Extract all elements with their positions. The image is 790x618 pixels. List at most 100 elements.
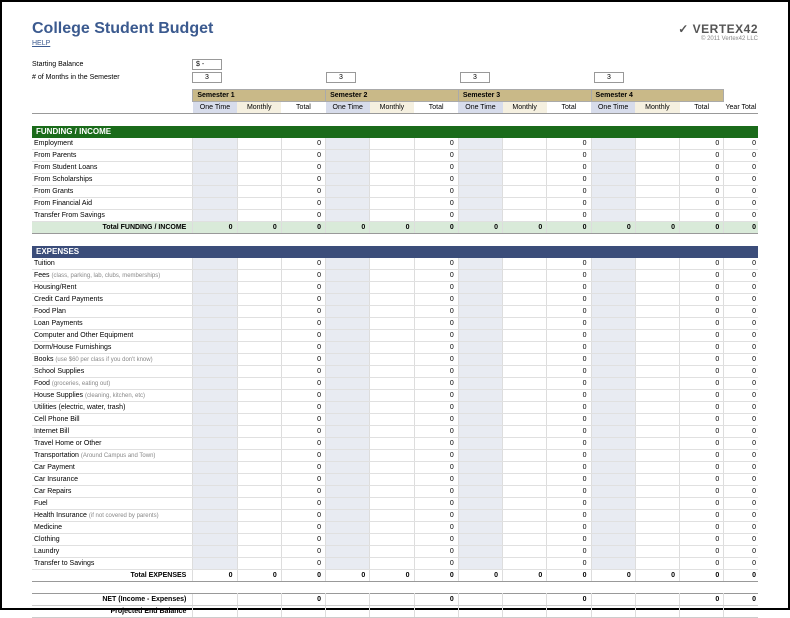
onetime-cell[interactable] xyxy=(193,438,237,450)
monthly-cell[interactable] xyxy=(503,342,547,354)
onetime-cell[interactable] xyxy=(458,138,502,150)
onetime-cell[interactable] xyxy=(193,498,237,510)
onetime-cell[interactable] xyxy=(458,210,502,222)
monthly-cell[interactable] xyxy=(370,366,414,378)
monthly-cell[interactable] xyxy=(370,474,414,486)
onetime-cell[interactable] xyxy=(458,510,502,522)
monthly-cell[interactable] xyxy=(370,498,414,510)
monthly-cell[interactable] xyxy=(370,258,414,270)
starting-balance-input[interactable]: $ - xyxy=(192,59,222,70)
onetime-cell[interactable] xyxy=(193,330,237,342)
onetime-cell[interactable] xyxy=(591,378,635,390)
monthly-cell[interactable] xyxy=(635,522,679,534)
monthly-cell[interactable] xyxy=(503,414,547,426)
monthly-cell[interactable] xyxy=(237,402,281,414)
monthly-cell[interactable] xyxy=(237,486,281,498)
onetime-cell[interactable] xyxy=(458,342,502,354)
onetime-cell[interactable] xyxy=(193,258,237,270)
monthly-cell[interactable] xyxy=(635,174,679,186)
monthly-cell[interactable] xyxy=(237,390,281,402)
onetime-cell[interactable] xyxy=(326,186,370,198)
onetime-cell[interactable] xyxy=(591,270,635,282)
months-input-1[interactable]: 3 xyxy=(192,72,222,83)
onetime-cell[interactable] xyxy=(326,138,370,150)
monthly-cell[interactable] xyxy=(635,330,679,342)
onetime-cell[interactable] xyxy=(591,282,635,294)
monthly-cell[interactable] xyxy=(237,198,281,210)
monthly-cell[interactable] xyxy=(237,210,281,222)
monthly-cell[interactable] xyxy=(503,294,547,306)
monthly-cell[interactable] xyxy=(370,270,414,282)
monthly-cell[interactable] xyxy=(237,498,281,510)
monthly-cell[interactable] xyxy=(237,174,281,186)
monthly-cell[interactable] xyxy=(635,258,679,270)
onetime-cell[interactable] xyxy=(326,390,370,402)
months-input-4[interactable]: 3 xyxy=(594,72,624,83)
monthly-cell[interactable] xyxy=(237,330,281,342)
onetime-cell[interactable] xyxy=(193,294,237,306)
months-input-3[interactable]: 3 xyxy=(460,72,490,83)
onetime-cell[interactable] xyxy=(591,162,635,174)
onetime-cell[interactable] xyxy=(326,462,370,474)
monthly-cell[interactable] xyxy=(635,378,679,390)
monthly-cell[interactable] xyxy=(635,306,679,318)
monthly-cell[interactable] xyxy=(370,294,414,306)
onetime-cell[interactable] xyxy=(591,330,635,342)
onetime-cell[interactable] xyxy=(326,522,370,534)
onetime-cell[interactable] xyxy=(591,366,635,378)
monthly-cell[interactable] xyxy=(370,342,414,354)
onetime-cell[interactable] xyxy=(458,498,502,510)
onetime-cell[interactable] xyxy=(193,426,237,438)
onetime-cell[interactable] xyxy=(326,198,370,210)
monthly-cell[interactable] xyxy=(635,438,679,450)
monthly-cell[interactable] xyxy=(237,150,281,162)
monthly-cell[interactable] xyxy=(370,546,414,558)
onetime-cell[interactable] xyxy=(193,138,237,150)
monthly-cell[interactable] xyxy=(370,450,414,462)
onetime-cell[interactable] xyxy=(458,414,502,426)
monthly-cell[interactable] xyxy=(370,558,414,570)
onetime-cell[interactable] xyxy=(591,306,635,318)
onetime-cell[interactable] xyxy=(591,474,635,486)
monthly-cell[interactable] xyxy=(237,474,281,486)
onetime-cell[interactable] xyxy=(326,162,370,174)
help-link[interactable]: HELP xyxy=(32,40,758,47)
onetime-cell[interactable] xyxy=(193,414,237,426)
onetime-cell[interactable] xyxy=(193,186,237,198)
monthly-cell[interactable] xyxy=(635,486,679,498)
onetime-cell[interactable] xyxy=(458,558,502,570)
onetime-cell[interactable] xyxy=(458,330,502,342)
monthly-cell[interactable] xyxy=(503,378,547,390)
months-input-2[interactable]: 3 xyxy=(326,72,356,83)
onetime-cell[interactable] xyxy=(326,486,370,498)
onetime-cell[interactable] xyxy=(193,510,237,522)
monthly-cell[interactable] xyxy=(237,534,281,546)
monthly-cell[interactable] xyxy=(503,210,547,222)
monthly-cell[interactable] xyxy=(370,354,414,366)
onetime-cell[interactable] xyxy=(193,474,237,486)
monthly-cell[interactable] xyxy=(503,558,547,570)
onetime-cell[interactable] xyxy=(458,318,502,330)
monthly-cell[interactable] xyxy=(237,270,281,282)
monthly-cell[interactable] xyxy=(370,510,414,522)
monthly-cell[interactable] xyxy=(503,522,547,534)
monthly-cell[interactable] xyxy=(503,438,547,450)
monthly-cell[interactable] xyxy=(237,354,281,366)
onetime-cell[interactable] xyxy=(193,210,237,222)
onetime-cell[interactable] xyxy=(591,318,635,330)
onetime-cell[interactable] xyxy=(326,282,370,294)
onetime-cell[interactable] xyxy=(193,354,237,366)
monthly-cell[interactable] xyxy=(503,186,547,198)
onetime-cell[interactable] xyxy=(591,150,635,162)
monthly-cell[interactable] xyxy=(237,462,281,474)
onetime-cell[interactable] xyxy=(458,546,502,558)
onetime-cell[interactable] xyxy=(591,558,635,570)
monthly-cell[interactable] xyxy=(635,162,679,174)
monthly-cell[interactable] xyxy=(635,510,679,522)
monthly-cell[interactable] xyxy=(370,438,414,450)
monthly-cell[interactable] xyxy=(635,366,679,378)
onetime-cell[interactable] xyxy=(458,378,502,390)
onetime-cell[interactable] xyxy=(193,306,237,318)
monthly-cell[interactable] xyxy=(503,270,547,282)
monthly-cell[interactable] xyxy=(370,162,414,174)
